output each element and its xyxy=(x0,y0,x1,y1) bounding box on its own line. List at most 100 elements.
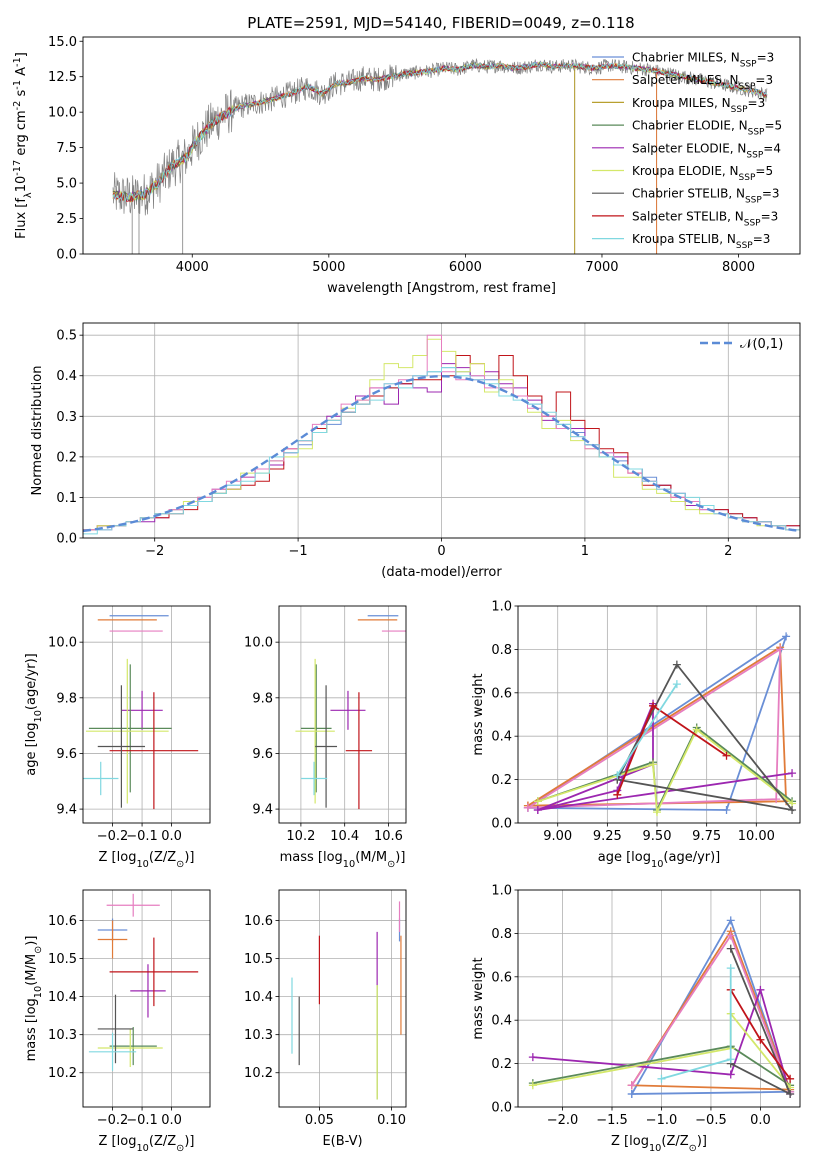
y-tick-label: 0.6 xyxy=(491,686,512,701)
weight-series-line xyxy=(631,929,792,1091)
y-tick-label: 10.6 xyxy=(244,914,273,929)
y-tick-label: 1.0 xyxy=(491,884,512,899)
x-tick-label: 2 xyxy=(724,544,732,559)
y-tick-label: 10.0 xyxy=(48,636,77,651)
plot-area xyxy=(112,57,768,254)
x-tick-label: 10.00 xyxy=(738,829,775,844)
axes-frame xyxy=(82,36,801,255)
plot-area xyxy=(88,893,199,1071)
weight-series-line xyxy=(616,662,795,812)
x-tick-label: 8000 xyxy=(722,260,755,275)
x-tick-label: −0.1 xyxy=(126,829,158,844)
weight-series-line xyxy=(616,683,678,776)
legend: Chabrier MILES, NSSP=3 Salpeter MILES, NS… xyxy=(592,51,782,251)
x-tick-label: 0.10 xyxy=(377,1113,406,1128)
y-axis-label: Normed distribution xyxy=(30,366,45,496)
y-axis-label: mass [log10(M/M⊙)] xyxy=(24,936,44,1062)
figure-title: PLATE=2591, MJD=54140, FIBERID=0049, z=0… xyxy=(247,14,634,32)
y-tick-label: 0.2 xyxy=(491,1057,512,1072)
weight-marker xyxy=(726,1055,735,1064)
x-tick-label: 9.00 xyxy=(543,829,572,844)
panel-ebv-mass: 0.05 0.10 10.2 10.3 10.4 10.5 10.6 E(B-V) xyxy=(244,889,407,1149)
panel-z-mass: −0.2−0.1 0.0 10.2 10.3 10.4 10.5 10.6 Z [log10(… xyxy=(24,889,211,1154)
plot-area xyxy=(291,901,402,1100)
weight-marker xyxy=(657,1074,666,1083)
y-tick-label: 10.6 xyxy=(48,914,77,929)
weight-marker xyxy=(627,1089,636,1098)
x-axis-label: mass [log10(M/M⊙)] xyxy=(280,850,406,870)
x-tick-label: −0.2 xyxy=(97,1113,129,1128)
x-tick-label: 0.05 xyxy=(305,1113,334,1128)
grid-lines xyxy=(83,890,210,1107)
legend-label: Chabrier MILES, NSSP=3 xyxy=(632,51,774,70)
model-spectrum-line xyxy=(112,61,768,202)
plot-area xyxy=(295,615,406,810)
axes-frame xyxy=(278,605,407,824)
y-tick-label: 10.0 xyxy=(244,636,273,651)
y-tick-label: 0.4 xyxy=(56,369,77,384)
y-axis-label: age [log10(age/yr)] xyxy=(24,653,44,776)
x-axis-label: Z [log10(Z/Z⊙)] xyxy=(99,850,195,870)
x-tick-label: −1.5 xyxy=(596,1113,628,1128)
weight-series-line xyxy=(527,647,782,809)
weight-marker xyxy=(627,1081,636,1090)
x-axis-label: (data-model)/error xyxy=(381,565,502,580)
weight-marker xyxy=(772,795,781,804)
y-tick-label: 0.5 xyxy=(56,329,77,344)
weight-marker xyxy=(726,916,735,925)
x-tick-label: −1.0 xyxy=(646,1113,678,1128)
weight-marker xyxy=(782,632,791,641)
data-point xyxy=(109,1027,157,1066)
x-tick-label: 10.4 xyxy=(330,829,359,844)
axes-frame xyxy=(82,605,211,824)
data-point xyxy=(88,664,172,793)
weight-marker xyxy=(788,769,797,778)
x-axis-label: Z [log10(Z/Z⊙)] xyxy=(99,1134,195,1154)
weight-marker xyxy=(523,803,532,812)
weight-marker xyxy=(776,645,785,654)
legend-label: Salpeter MILES, NSSP=3 xyxy=(632,73,773,92)
y-tick-label: 10.2 xyxy=(244,1066,273,1081)
x-tick-label: 0.0 xyxy=(161,829,182,844)
axes-frame xyxy=(82,889,211,1108)
weight-marker xyxy=(653,808,662,817)
y-tick-label: 0.1 xyxy=(56,491,77,506)
y-tick-label: 9.8 xyxy=(252,691,273,706)
y-tick-label: 10.4 xyxy=(48,990,77,1005)
y-tick-label: 0.4 xyxy=(491,1014,512,1029)
weight-marker xyxy=(533,797,542,806)
weight-marker xyxy=(528,1081,537,1090)
y-tick-label: 0.6 xyxy=(491,970,512,985)
y-tick-label: 0.0 xyxy=(491,817,512,832)
legend-label: 𝒩(0,1) xyxy=(740,337,783,352)
x-tick-label: 0.0 xyxy=(161,1113,182,1128)
legend-label: Kroupa MILES, NSSP=3 xyxy=(632,96,765,115)
weight-marker xyxy=(726,964,735,973)
data-point xyxy=(300,761,328,796)
x-tick-label: −1 xyxy=(289,544,308,559)
y-tick-label: 0.0 xyxy=(56,532,77,547)
y-tick-label: 9.6 xyxy=(252,747,273,762)
grid-lines xyxy=(83,606,210,823)
y-axis-label: mass weight xyxy=(471,957,486,1039)
data-point xyxy=(345,692,373,810)
x-tick-label: 0.0 xyxy=(750,1113,771,1128)
x-tick-label: 10.6 xyxy=(374,829,403,844)
y-tick-label: 15.0 xyxy=(48,35,77,50)
y-tick-label: 1.0 xyxy=(491,600,512,615)
plot-area xyxy=(83,334,800,538)
weight-marker xyxy=(722,805,731,814)
data-point xyxy=(97,1028,163,1068)
panel-z-age: −0.2−0.1 0.0 9.4 9.6 9.8 10.0 Z [log10(Z/Z⊙)] a… xyxy=(24,605,211,870)
y-tick-label: 10.0 xyxy=(48,106,77,121)
x-tick-label: −0.1 xyxy=(126,1113,158,1128)
x-axis-label: age [log10(age/yr)] xyxy=(598,850,721,870)
panel-spectrum: Chabrier MILES, NSSP=3 Salpeter MILES, NS… xyxy=(12,35,801,296)
weight-marker xyxy=(786,1074,795,1083)
y-tick-label: 10.4 xyxy=(244,990,273,1005)
axes-frame xyxy=(517,605,801,824)
legend: 𝒩(0,1) xyxy=(700,337,783,352)
weight-series-line xyxy=(527,634,788,811)
data-point xyxy=(109,692,199,810)
y-tick-label: 0.2 xyxy=(56,450,77,465)
